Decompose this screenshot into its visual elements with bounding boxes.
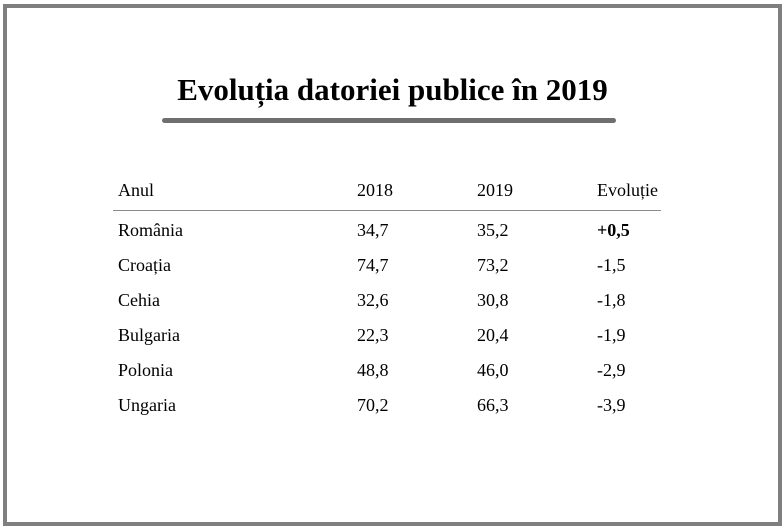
value-2018-cell: 34,7	[357, 220, 389, 240]
country-cell: Ungaria	[118, 395, 176, 415]
header-divider	[113, 210, 661, 211]
header-year-label: Anul	[118, 180, 154, 200]
country-cell: România	[118, 220, 183, 240]
country-cell: Bulgaria	[118, 325, 180, 345]
country-cell: Cehia	[118, 290, 160, 310]
value-2019-cell: 73,2	[477, 255, 509, 275]
page-title: Evoluția datoriei publice în 2019	[177, 72, 608, 107]
table-row: Bulgaria 22,3 20,4 -1,9	[113, 318, 661, 353]
value-2019-cell: 66,3	[477, 395, 509, 415]
country-cell: Croația	[118, 255, 171, 275]
header-2019: 2019	[477, 180, 513, 200]
title-underline	[162, 118, 616, 123]
table-row: Ungaria 70,2 66,3 -3,9	[113, 388, 661, 423]
document-frame: Evoluția datoriei publice în 2019 Anul 2…	[3, 4, 782, 526]
evolution-cell: -1,8	[597, 290, 626, 310]
table-row: Cehia 32,6 30,8 -1,8	[113, 283, 661, 318]
value-2019-cell: 30,8	[477, 290, 509, 310]
table-row: Croația 74,7 73,2 -1,5	[113, 248, 661, 283]
value-2019-cell: 46,0	[477, 360, 509, 380]
data-table: Anul 2018 2019 Evoluție România 34,7 35,…	[113, 170, 661, 423]
header-2018: 2018	[357, 180, 393, 200]
value-2018-cell: 48,8	[357, 360, 389, 380]
evolution-cell: -1,9	[597, 325, 626, 345]
value-2019-cell: 35,2	[477, 220, 509, 240]
table-row: România 34,7 35,2 +0,5	[113, 213, 661, 248]
value-2018-cell: 74,7	[357, 255, 389, 275]
value-2018-cell: 22,3	[357, 325, 389, 345]
evolution-cell: -2,9	[597, 360, 626, 380]
value-2018-cell: 70,2	[357, 395, 389, 415]
table-header-row: Anul 2018 2019 Evoluție	[113, 170, 661, 210]
header-evolution: Evoluție	[597, 180, 658, 200]
value-2019-cell: 20,4	[477, 325, 509, 345]
table-row: Polonia 48,8 46,0 -2,9	[113, 353, 661, 388]
value-2018-cell: 32,6	[357, 290, 389, 310]
evolution-cell: +0,5	[597, 220, 630, 240]
country-cell: Polonia	[118, 360, 174, 380]
evolution-cell: -1,5	[597, 255, 626, 275]
evolution-cell: -3,9	[597, 395, 626, 415]
